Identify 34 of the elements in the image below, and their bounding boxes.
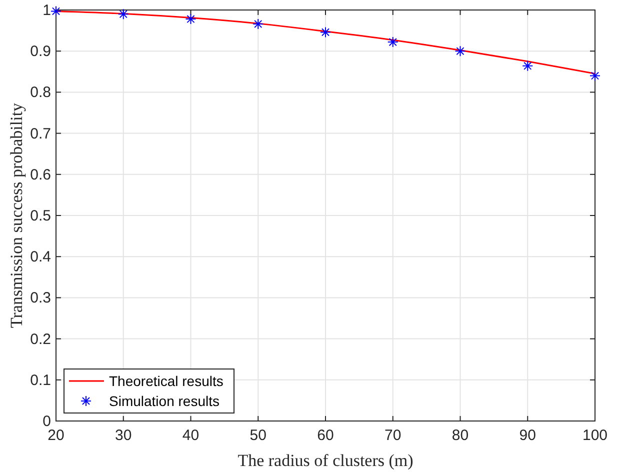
x-tick-label: 90 <box>519 427 536 444</box>
x-tick-label: 80 <box>452 427 469 444</box>
y-tick-label: 0.6 <box>30 166 51 184</box>
point <box>590 70 600 82</box>
y-tick-label: 0.3 <box>30 290 51 307</box>
y-tick-label: 0.5 <box>30 208 51 224</box>
y-tick-label: 0.8 <box>30 84 51 102</box>
point <box>387 36 398 48</box>
x-tick-label: 100 <box>582 427 608 444</box>
y-tick-label: 0.4 <box>30 248 51 266</box>
y-tick-label: 0.7 <box>30 125 51 142</box>
line-series <box>55 10 596 74</box>
point <box>118 8 129 20</box>
y-tick-label: 0.9 <box>30 43 51 60</box>
x-tick-label: 40 <box>182 427 200 444</box>
x-tick-label: 60 <box>317 427 334 444</box>
point <box>522 60 534 72</box>
x-tick-label: 50 <box>250 427 266 444</box>
point <box>252 18 264 30</box>
x-axis-title: The radius of clusters (m) <box>238 451 414 470</box>
y-tick-label: 1 <box>42 2 51 19</box>
y-tick-label: 0 <box>42 413 51 430</box>
point <box>185 14 196 25</box>
legend-label: Theoretical results <box>109 373 224 389</box>
point <box>50 6 62 17</box>
point <box>454 46 466 57</box>
x-tick-label: 30 <box>115 427 132 444</box>
x-tick-label: 70 <box>384 427 402 444</box>
y-tick-label: 0.2 <box>30 330 51 348</box>
legend-label: Simulation results <box>109 393 220 409</box>
x-tick-label: 20 <box>48 427 64 444</box>
y-axis-title: Transmission success probability <box>7 102 26 328</box>
point <box>320 26 331 38</box>
y-tick-label: 0.1 <box>30 372 51 389</box>
